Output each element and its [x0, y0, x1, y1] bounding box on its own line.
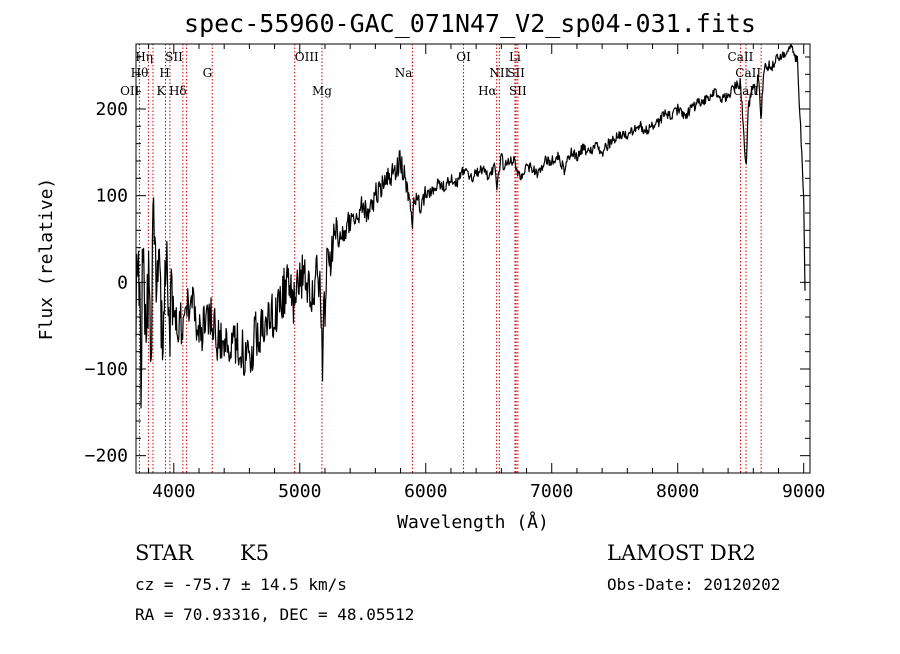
spectral-line-label: CaII — [728, 50, 754, 64]
spectral-line-label: SII — [507, 66, 525, 80]
object-class: STAR — [135, 541, 194, 565]
x-tick-label: 4000 — [152, 481, 195, 502]
y-axis-label: Flux (relative) — [36, 178, 57, 341]
x-tick-label: 7000 — [530, 481, 573, 502]
spectral-line-label: G — [203, 66, 213, 80]
spectral-line-label: OII — [120, 84, 140, 98]
coordinates-text: RA = 70.93316, DEC = 48.05512 — [135, 605, 414, 624]
spectral-line-label: SII — [165, 50, 183, 64]
spectrum-line — [135, 44, 806, 409]
spectral-line-label: SII — [509, 84, 527, 98]
survey-name: LAMOST DR2 — [607, 541, 756, 565]
y-tick-label: 200 — [95, 99, 128, 120]
x-tick-label: 9000 — [782, 481, 825, 502]
spectral-line-label: K — [157, 84, 167, 98]
spectral-line-label: NII — [489, 66, 509, 80]
spectral-line-label: OIII — [295, 50, 319, 64]
obs-date-text: Obs-Date: 20120202 — [607, 575, 780, 594]
spectral-line-label: H — [159, 66, 169, 80]
spectral-line-label: Mg — [312, 84, 332, 98]
spectral-line-label: Na — [395, 66, 413, 80]
y-tick-label: −100 — [85, 359, 128, 380]
y-tick-label: 0 — [117, 272, 128, 293]
y-tick-label: 100 — [95, 186, 128, 207]
x-axis-label: Wavelength (Å) — [397, 511, 549, 533]
chart-title: spec-55960-GAC_071N47_V2_sp04-031.fits — [184, 9, 756, 38]
x-axis-ticks: 4000 5000 6000 7000 8000 9000 — [148, 44, 825, 502]
redshift-text: cz = -75.7 ± 14.5 km/s — [135, 575, 347, 594]
spectral-line-label: Hθ — [131, 66, 149, 80]
object-subclass: K5 — [240, 541, 269, 565]
spectral-line-label: OI — [456, 50, 471, 64]
spectral-line-label: CaII — [735, 66, 761, 80]
x-tick-label: 8000 — [656, 481, 699, 502]
spectral-line-markers — [138, 44, 762, 473]
spectral-line-label: Hδ — [169, 84, 187, 98]
y-tick-label: −200 — [85, 446, 128, 467]
y-axis-ticks: −200 −100 0 100 200 — [85, 56, 810, 467]
spectral-line-label: Hα — [478, 84, 497, 98]
x-tick-label: 6000 — [404, 481, 447, 502]
spectral-line-labels: OII Hθ Hη KH SII Hδ G OIII Mg Na OI NII Hα Li SII SII Ca… — [120, 50, 761, 98]
spectral-line-label: Li — [509, 50, 521, 64]
x-tick-label: 5000 — [278, 481, 321, 502]
plot-frame — [135, 43, 811, 474]
spectral-line-label: Hη — [135, 50, 153, 64]
